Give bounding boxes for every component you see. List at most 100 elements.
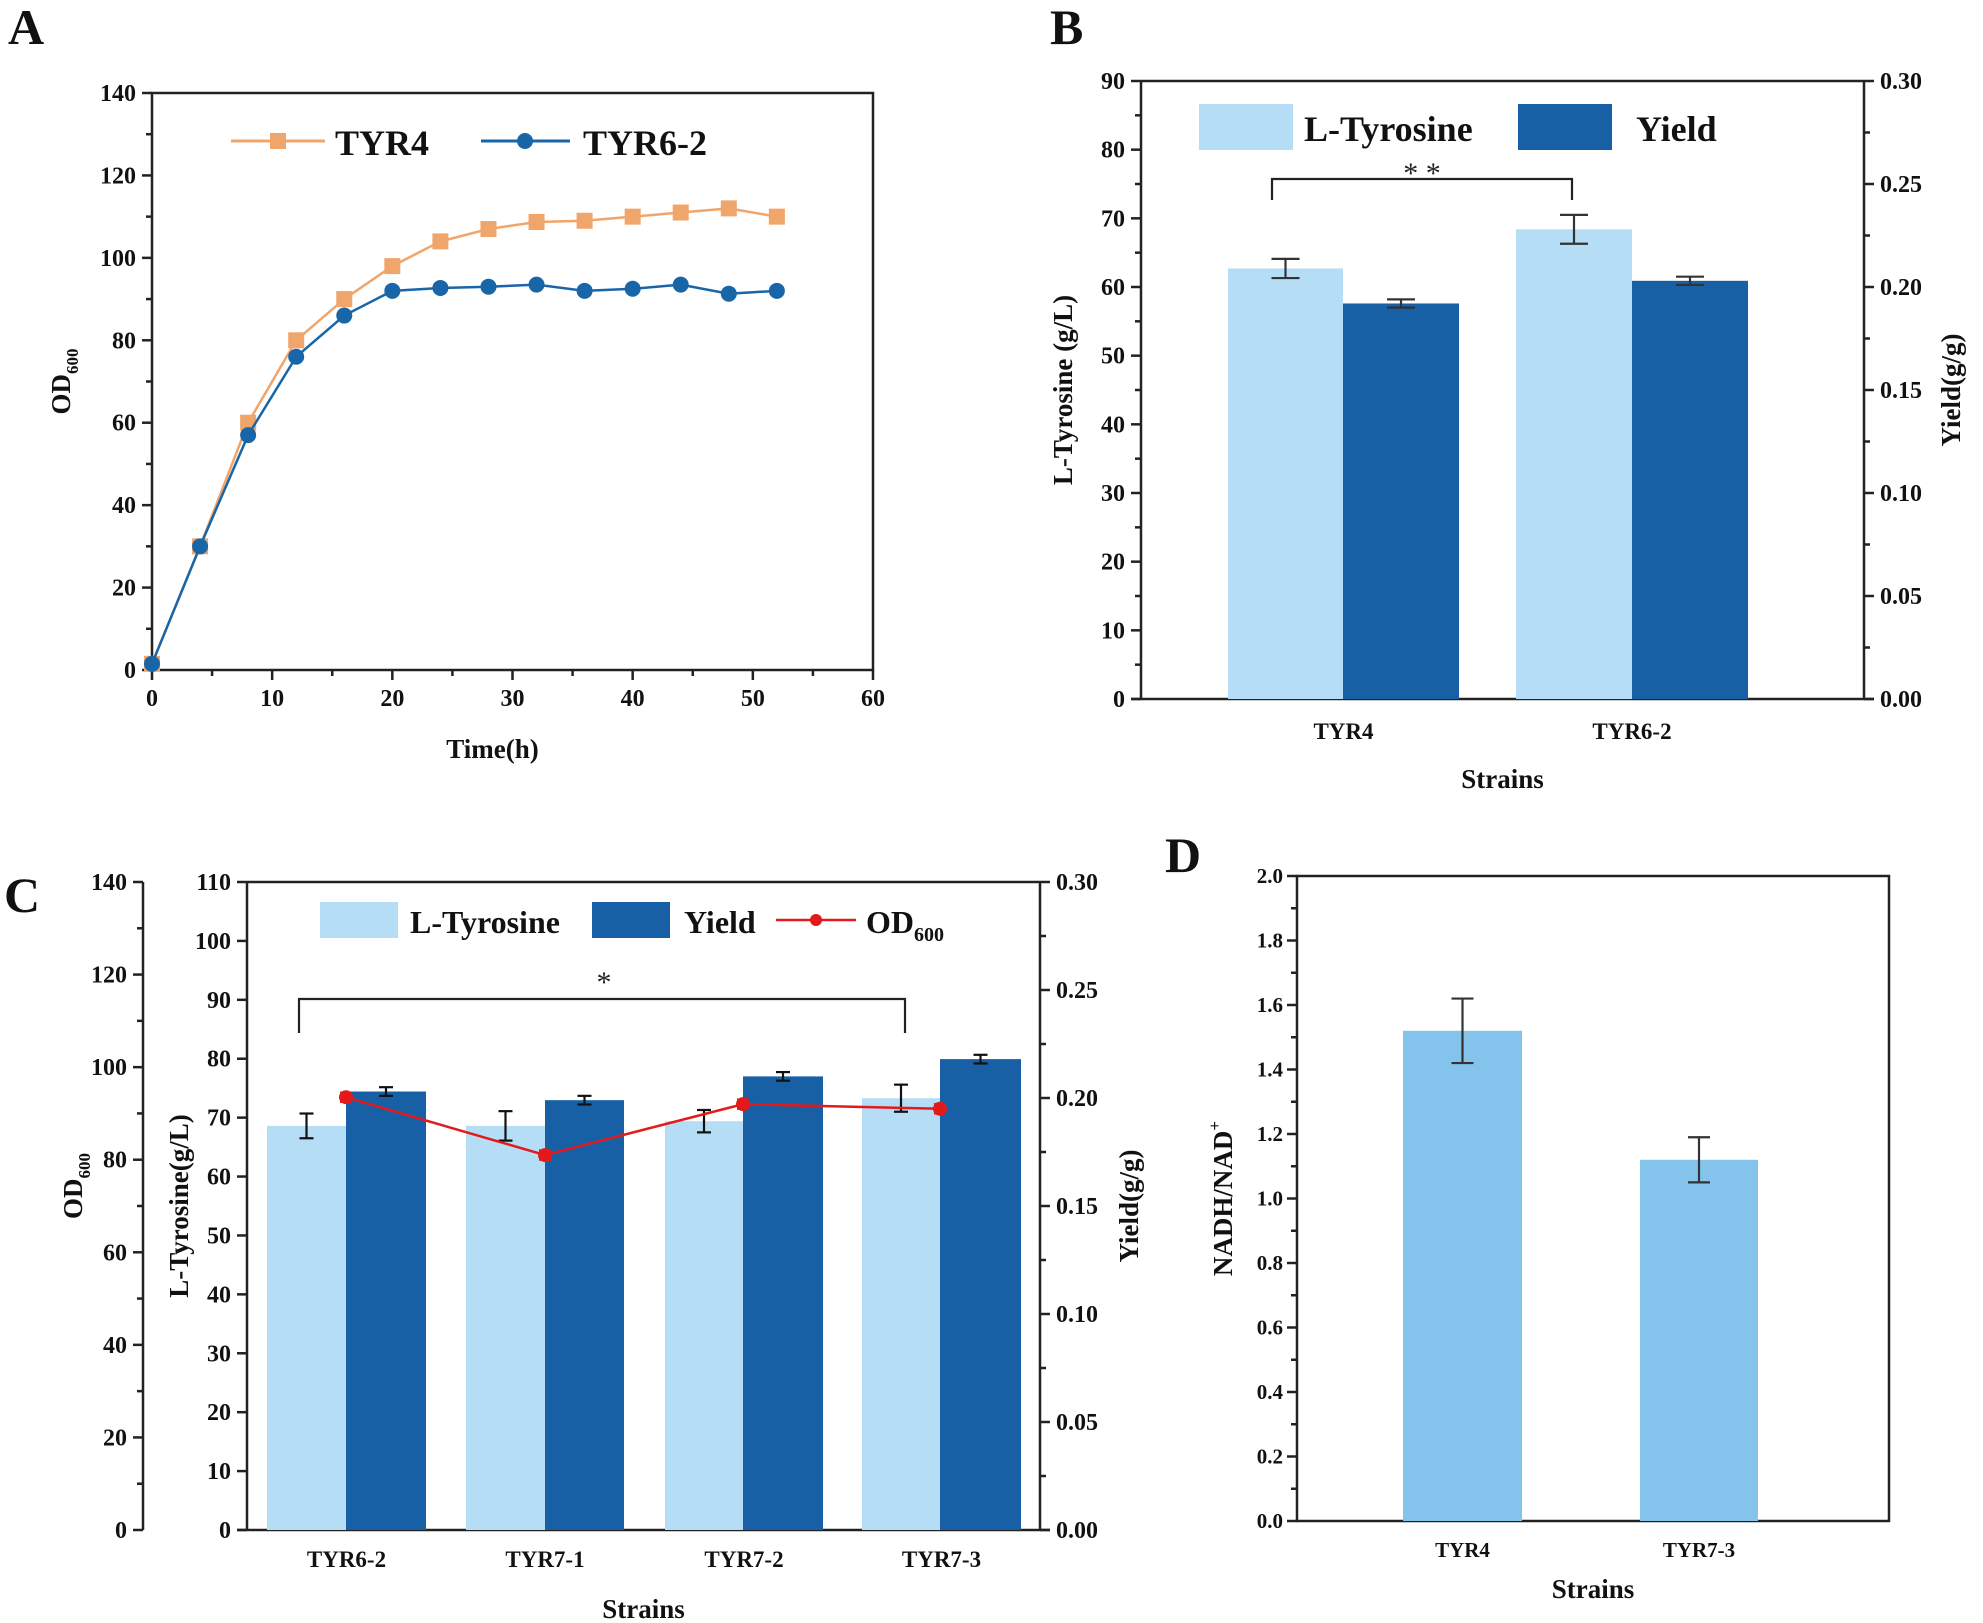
error-bar-l-tyrosine (1271, 257, 1300, 280)
legend-label-l-tyrosine: L-Tyrosine (410, 904, 560, 940)
bar-l-tyrosine (1228, 268, 1343, 699)
bar-nadh-ratio (1640, 1159, 1758, 1521)
data-point-tyr6-2 (624, 280, 641, 297)
data-point-tyr6-2 (768, 282, 785, 299)
x-axis-title: Strains (1461, 764, 1544, 794)
tick-label: 60 (1101, 275, 1125, 301)
legend: L-Tyrosine Yield OD600 (320, 902, 944, 946)
y-axis-title-right: Yield(g/g) (1114, 1150, 1144, 1263)
error-bar-l-tyrosine (498, 1110, 513, 1142)
significance-label: * (597, 966, 612, 999)
data-point-tyr4 (528, 214, 545, 231)
legend-label-yield: Yield (1636, 109, 1717, 149)
tick-label: 60 (103, 1240, 127, 1266)
x-tick-label: 10 (260, 686, 284, 712)
tick-label: 20 (103, 1425, 127, 1451)
x-tick-label: TYR7-3 (1663, 1538, 1735, 1562)
tick-label: 80 (207, 1047, 231, 1073)
y-tick-label: 140 (100, 81, 136, 107)
y-tick-label: 1.0 (1257, 1187, 1283, 1211)
tick-label: 0.00 (1056, 1518, 1098, 1544)
bar-l-tyrosine (466, 1125, 545, 1530)
x-tick-label: TYR4 (1313, 719, 1374, 744)
panel-a-growth-chart: 0 20 40 60 80 100 120 140 0 10 20 30 40 50 60 Time(h) OD… (46, 81, 885, 764)
tick-label: 0.05 (1880, 584, 1922, 610)
x-tick-label: 60 (861, 686, 885, 712)
tick-label: 0.25 (1880, 172, 1922, 198)
data-point-tyr4 (624, 208, 641, 225)
y-axis-title: NADH/NAD+ (1205, 1121, 1238, 1276)
tick-label: 30 (207, 1341, 231, 1367)
y-tick-label: 40 (112, 493, 136, 519)
bar-l-tyrosine (267, 1125, 346, 1530)
data-point-od600 (736, 1097, 750, 1112)
tick-label: 10 (207, 1459, 231, 1485)
panel-c-tyrosine-yield-od-chart: 0 10 20 30 40 50 60 70 80 90 100 110 0 20 40 60 80 100 120… (58, 870, 1144, 1623)
error-bar-yield (577, 1094, 592, 1106)
bar-yield (1343, 303, 1459, 699)
tick-label: 70 (207, 1106, 231, 1132)
tick-label: 0 (1113, 687, 1125, 713)
tick-label: 110 (196, 870, 231, 896)
legend-marker-od600 (810, 914, 822, 926)
data-point-tyr6-2 (240, 427, 257, 444)
tick-label: 0.05 (1056, 1410, 1098, 1436)
error-bar-yield (1387, 298, 1415, 309)
error-bar-yield (379, 1086, 393, 1097)
y-axis-right: 0.00 0.05 0.10 0.15 0.20 0.25 0.30 (1038, 870, 1098, 1544)
y-tick-label: 0.8 (1257, 1251, 1283, 1275)
y-tick-label: 1.4 (1257, 1058, 1284, 1082)
y-axis-title-left: L-Tyrosine (g/L) (1048, 295, 1078, 485)
legend-swatch-l-tyrosine (1199, 104, 1293, 150)
tick-label: 80 (103, 1148, 127, 1174)
data-point-tyr6-2 (432, 279, 449, 296)
bar-yield (545, 1100, 624, 1530)
bar-yield (1632, 280, 1748, 699)
y-tick-label: 80 (112, 328, 136, 354)
tick-label: 50 (207, 1223, 231, 1249)
y-tick-label: 20 (112, 576, 136, 602)
y-tick-label: 1.8 (1257, 929, 1283, 953)
y-tick-label: 0.0 (1257, 1509, 1283, 1533)
plot-frame (150, 91, 875, 672)
tick-label: 0.20 (1056, 1086, 1098, 1112)
bar-yield (743, 1076, 823, 1530)
series-line-tyr6-2 (150, 283, 777, 665)
tick-label: 40 (207, 1282, 231, 1308)
tick-label: 50 (1101, 344, 1125, 370)
bar-l-tyrosine (1516, 229, 1632, 699)
error-bar-nadh-ratio (1451, 997, 1474, 1065)
tick-label: 0.10 (1056, 1302, 1098, 1328)
legend-marker-tyr4 (270, 133, 286, 149)
legend-swatch-l-tyrosine (320, 902, 398, 938)
data-point-tyr6-2 (144, 655, 160, 672)
legend-swatch-yield (592, 902, 670, 938)
x-tick-label: TYR4 (1435, 1538, 1490, 1562)
x-axis-title: Time(h) (446, 734, 539, 764)
tick-label: 0.30 (1056, 870, 1098, 896)
error-bar-l-tyrosine (299, 1112, 314, 1140)
y-tick-label: 120 (100, 163, 136, 189)
tick-label: 120 (91, 963, 127, 989)
tick-label: 0.15 (1056, 1194, 1098, 1220)
y-tick-label: 0.4 (1257, 1380, 1284, 1404)
significance-label: * * (1403, 157, 1441, 190)
data-point-tyr6-2 (576, 282, 593, 299)
data-point-tyr6-2 (720, 285, 737, 302)
legend: TYR4 TYR6-2 (231, 123, 707, 163)
data-point-tyr6-2 (336, 307, 353, 324)
tick-label: 90 (207, 988, 231, 1014)
data-point-od600 (339, 1090, 353, 1105)
tick-label: 0 (115, 1518, 127, 1544)
x-tick-label: TYR6-2 (1592, 719, 1671, 744)
bar-l-tyrosine (665, 1121, 743, 1530)
data-point-tyr6-2 (672, 276, 689, 293)
legend-swatch-yield (1518, 104, 1612, 150)
legend-label-tyr4: TYR4 (335, 123, 429, 163)
y-tick-label: 100 (100, 246, 136, 272)
data-point-tyr4 (672, 204, 689, 221)
panel-b-tyrosine-yield-chart: 01020304050607080900.000.050.100.150.200… (1048, 69, 1966, 794)
error-bar-l-tyrosine (1560, 213, 1588, 245)
tick-label: 100 (195, 929, 231, 955)
series-line-od600 (345, 1096, 941, 1157)
